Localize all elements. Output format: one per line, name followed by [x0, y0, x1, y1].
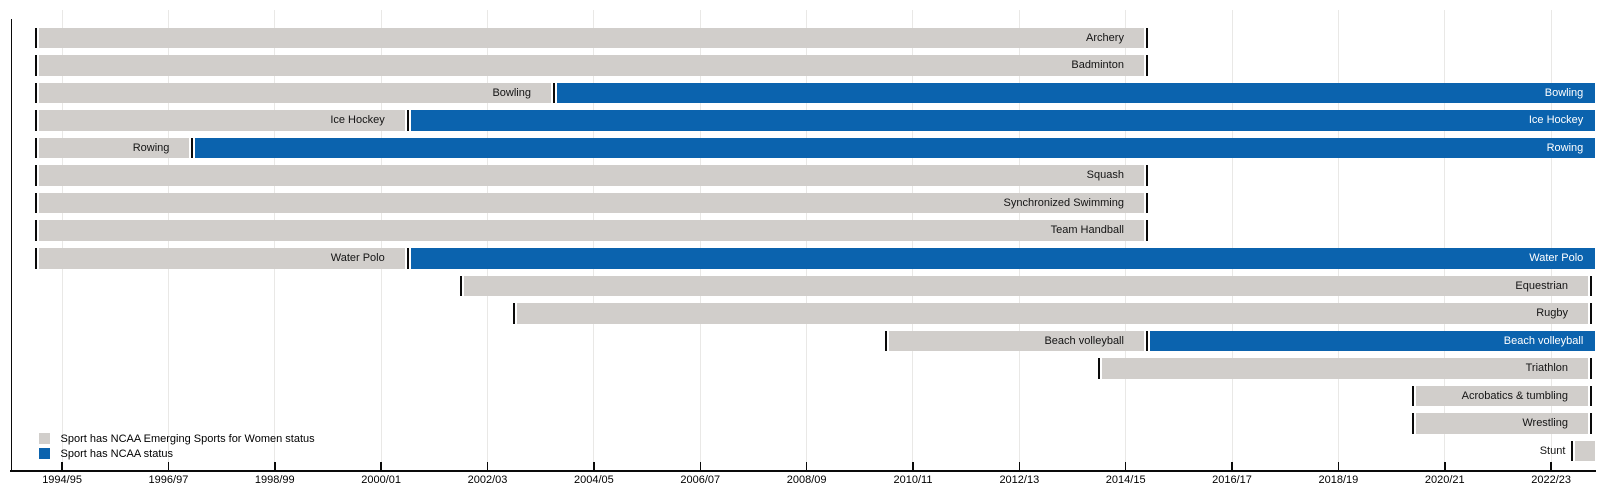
bar-segment-emerging-beach-volleyball — [889, 330, 1144, 352]
event-tick-start-equestrian — [459, 275, 462, 297]
x-tick-label-2018-19: 2018/19 — [1318, 473, 1359, 486]
bar-segment-emerging-equestrian — [463, 275, 1588, 297]
event-tick-start-acrobatics-tumbling — [1411, 385, 1414, 407]
x-axis-tick-2018-19 — [1337, 461, 1340, 470]
bar-segment-emerging-synchronized-swimming — [38, 192, 1144, 214]
event-tick-start-badminton — [34, 55, 37, 76]
x-tick-label-2020-21: 2020/21 — [1424, 473, 1465, 486]
event-tick-start-ice-hockey — [34, 110, 37, 131]
x-tick-label-2014-15: 2014/15 — [1105, 473, 1146, 486]
x-tick-label-1996-97: 1996/97 — [148, 473, 189, 486]
event-tick-start-archery — [34, 27, 37, 49]
event-tick-start-beach-volleyball — [1145, 330, 1148, 352]
bar-segment-emerging-team-handball — [38, 220, 1144, 241]
event-tick-end-synchronized-swimming — [1145, 192, 1148, 214]
event-tick-end-badminton — [1145, 55, 1148, 76]
x-axis-tick-2004-05 — [593, 461, 595, 470]
x-tick-label-1998-99: 1998/99 — [254, 473, 295, 486]
x-axis-tick-1996-97 — [167, 461, 170, 470]
bar-segment-emerging-acrobatics-tumbling — [1415, 385, 1588, 407]
event-tick-end-triathlon — [1590, 358, 1592, 379]
gridline-2018-19 — [1337, 10, 1339, 470]
event-tick-end-wrestling — [1590, 413, 1592, 434]
bar-segment-ncaa-rowing — [195, 137, 1596, 159]
event-tick-start-rowing — [191, 137, 194, 159]
x-tick-label-2006-07: 2006/07 — [680, 473, 721, 486]
event-tick-end-team-handball — [1145, 220, 1148, 241]
legend-swatch-emerging-icon — [38, 432, 50, 444]
event-tick-start-wrestling — [1411, 413, 1414, 434]
event-tick-start-triathlon — [1098, 358, 1101, 379]
x-axis-tick-2016-17 — [1231, 461, 1233, 470]
event-tick-start-beach-volleyball — [885, 330, 888, 352]
gridline-2020-21 — [1444, 10, 1446, 470]
x-tick-label-2012-13: 2012/13 — [999, 473, 1040, 486]
x-axis-tick-2020-21 — [1444, 461, 1446, 470]
legend-label-emerging: Sport has NCAA Emerging Sports for Women… — [60, 432, 315, 445]
x-axis-tick-2014-15 — [1124, 461, 1127, 470]
x-axis-tick-1994-95 — [61, 461, 63, 470]
event-tick-start-squash — [34, 165, 37, 186]
x-tick-label-2002-03: 2002/03 — [467, 473, 508, 486]
x-axis-tick-2022-23 — [1550, 461, 1552, 470]
gridline-2022-23 — [1550, 10, 1552, 470]
x-axis-tick-2012-13 — [1018, 461, 1021, 470]
x-axis-tick-2006-07 — [699, 461, 701, 470]
bar-segment-ncaa-beach-volleyball — [1149, 330, 1596, 352]
x-tick-label-2022-23: 2022/23 — [1531, 473, 1571, 486]
event-tick-end-equestrian — [1590, 275, 1592, 297]
bar-segment-emerging-triathlon — [1102, 358, 1588, 379]
event-tick-start-bowling — [34, 82, 37, 104]
legend-swatch-ncaa-icon — [38, 447, 50, 459]
event-tick-start-ice-hockey — [406, 110, 409, 131]
x-axis-tick-2002-03 — [486, 461, 489, 470]
x-axis-line — [10, 470, 1596, 472]
event-tick-end-squash — [1145, 165, 1148, 186]
x-tick-label-2000-01: 2000/01 — [361, 473, 402, 486]
x-axis-tick-1998-99 — [274, 461, 276, 470]
event-tick-start-stunt — [1571, 440, 1574, 462]
x-tick-label-2008-09: 2008/09 — [786, 473, 827, 486]
x-tick-label-2004-05: 2004/05 — [573, 473, 614, 486]
x-tick-label-2016-17: 2016/17 — [1212, 473, 1252, 486]
x-tick-label-1994-95: 1994/95 — [42, 473, 82, 486]
x-axis-tick-2008-09 — [805, 461, 808, 470]
event-tick-start-water-polo — [34, 247, 37, 269]
bar-segment-emerging-stunt — [1575, 440, 1596, 462]
x-axis-tick-2010-11 — [912, 461, 914, 470]
bar-segment-emerging-badminton — [38, 55, 1144, 76]
event-tick-end-archery — [1145, 27, 1148, 49]
bar-segment-emerging-rowing — [38, 137, 190, 159]
bar-segment-emerging-water-polo — [38, 247, 405, 269]
event-tick-end-acrobatics-tumbling — [1590, 385, 1592, 407]
bar-segment-emerging-archery — [38, 27, 1144, 49]
event-tick-end-rugby — [1590, 303, 1592, 324]
bar-segment-ncaa-water-polo — [410, 247, 1596, 269]
event-tick-start-rowing — [34, 137, 37, 159]
event-tick-start-synchronized-swimming — [34, 192, 37, 214]
event-tick-start-team-handball — [34, 220, 37, 241]
bar-segment-emerging-wrestling — [1415, 413, 1588, 434]
bar-segment-emerging-bowling — [38, 82, 551, 104]
bar-label-outside-stunt: Stunt — [1539, 444, 1566, 457]
y-axis-line — [10, 19, 12, 472]
legend-label-ncaa: Sport has NCAA status — [60, 447, 174, 460]
bar-segment-ncaa-bowling — [557, 82, 1596, 104]
event-tick-start-water-polo — [406, 247, 409, 269]
bar-segment-emerging-squash — [38, 165, 1144, 186]
bar-segment-emerging-rugby — [517, 303, 1588, 324]
event-tick-start-rugby — [513, 303, 516, 324]
gridline-2016-17 — [1231, 10, 1233, 470]
x-axis-tick-2000-01 — [380, 461, 382, 470]
bar-segment-emerging-ice-hockey — [38, 110, 405, 131]
x-tick-label-2010-11: 2010/11 — [893, 473, 933, 486]
event-tick-start-bowling — [553, 82, 555, 104]
bar-segment-ncaa-ice-hockey — [410, 110, 1596, 131]
